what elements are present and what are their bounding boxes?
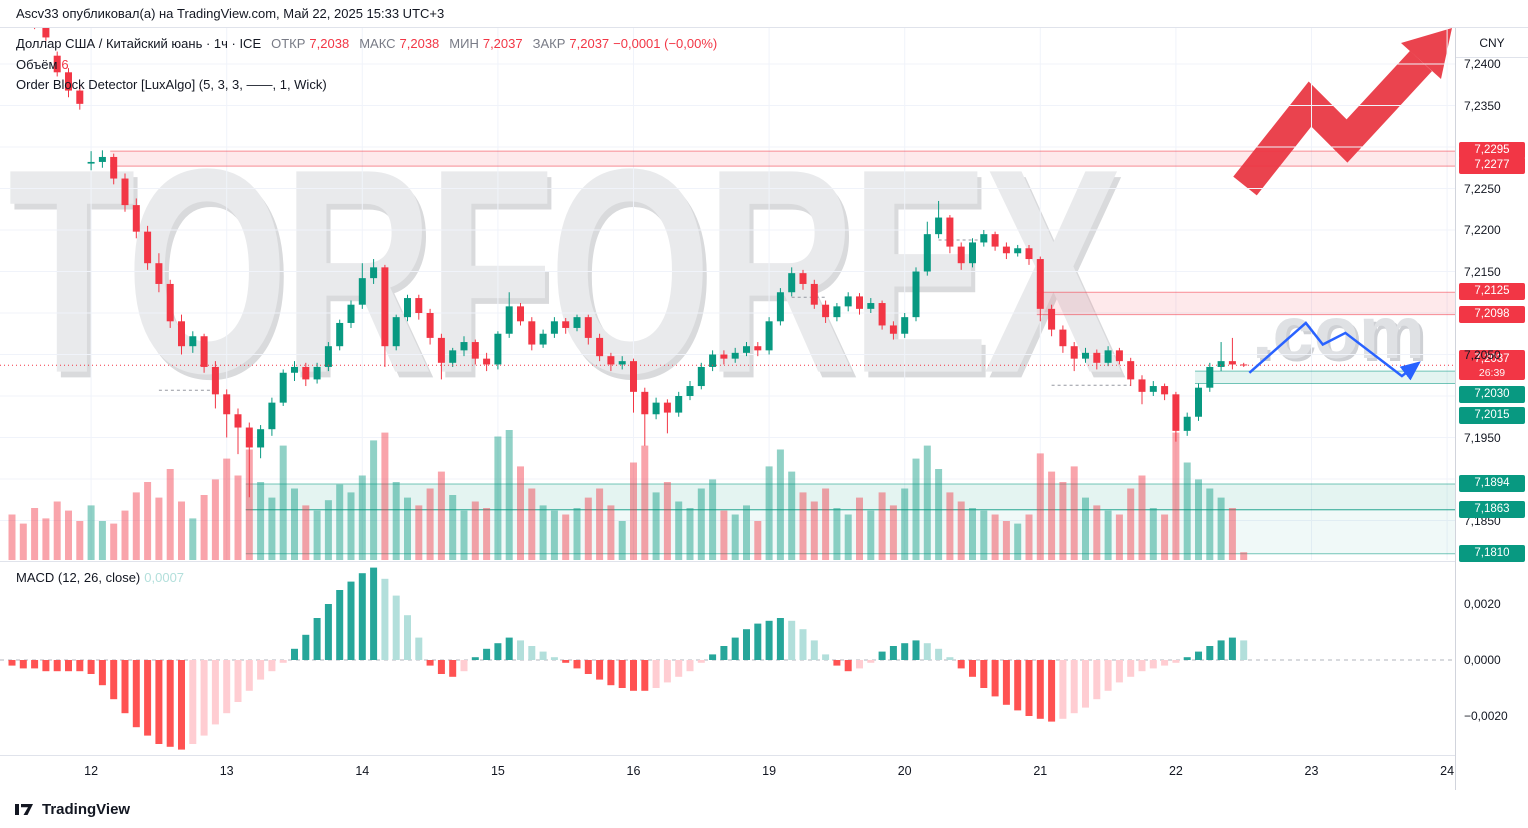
volume-legend-row: Объём 6 <box>16 55 69 73</box>
candlestick-volume-pane[interactable] <box>0 28 1455 560</box>
indicator-name: Order Block Detector [LuxAlgo] (5, 3, 3,… <box>16 76 327 92</box>
open-label: ОТКР <box>271 35 306 51</box>
macd-axis-label: 0,0020 <box>1464 597 1501 611</box>
indicator-legend-row: Order Block Detector [LuxAlgo] (5, 3, 3,… <box>16 75 327 93</box>
price-level-badge: 7,2277 <box>1459 157 1525 175</box>
price-level-badge: 7,2030 <box>1459 386 1525 404</box>
time-axis-label: 21 <box>1033 764 1048 778</box>
price-level-badge: 7,2015 <box>1459 406 1525 424</box>
footer: TradingView <box>0 790 1528 828</box>
tradingview-link[interactable]: TradingView <box>14 801 130 818</box>
time-axis-label: 19 <box>762 764 777 778</box>
publication-text: Ascv33 опубликовал(а) на TradingView.com… <box>16 6 445 21</box>
price-level-badge: 7,2098 <box>1459 305 1525 323</box>
price-level-badge: 7,2125 <box>1459 283 1525 301</box>
high-label: МАКС <box>359 35 396 51</box>
close-value: 7,2037 <box>569 35 610 51</box>
candles-layer <box>34 28 1248 498</box>
macd-value: 0,0007 <box>144 569 185 585</box>
time-axis-label: 22 <box>1168 764 1183 778</box>
macd-histogram <box>8 567 1248 750</box>
price-axis-label: 7,2400 <box>1464 57 1501 71</box>
macd-name: MACD (12, 26, close) <box>16 569 141 585</box>
low-label: МИН <box>449 35 479 51</box>
publication-bar: Ascv33 опубликовал(а) на TradingView.com… <box>0 0 1528 28</box>
price-level-badge: 7,1863 <box>1459 500 1525 518</box>
macd-axis-label: −0,0020 <box>1464 709 1508 723</box>
price-level-badge: 7,1894 <box>1459 474 1525 492</box>
price-axis-label: 7,2150 <box>1464 264 1501 279</box>
time-axis-label: 15 <box>490 764 505 778</box>
price-axis-label: 7,2350 <box>1464 98 1501 113</box>
volume-layer <box>8 430 1248 560</box>
time-axis-label: 20 <box>897 764 912 778</box>
close-label: ЗАКР <box>532 35 566 51</box>
macd-pane[interactable] <box>0 565 1455 755</box>
price-level-badge: 7,1810 <box>1459 544 1525 562</box>
macd-axis-label: 0,0000 <box>1464 653 1501 667</box>
open-value: 7,2038 <box>309 35 350 51</box>
macd-legend-row: MACD (12, 26, close) 0,0007 <box>16 568 184 586</box>
time-axis-label: 14 <box>355 764 370 778</box>
time-axis-label: 24 <box>1440 764 1455 778</box>
price-level-badge: 7,2295 <box>1459 142 1525 160</box>
pane-separator[interactable] <box>0 561 1528 562</box>
volume-label: Объём <box>16 56 58 72</box>
time-axis-separator <box>0 755 1528 756</box>
low-value: 7,2037 <box>482 35 523 51</box>
time-axis-label: 13 <box>219 764 234 778</box>
price-chart[interactable]: TORFOREX .com Доллар США / Китайский юан… <box>0 28 1455 755</box>
symbol-title: Доллар США / Китайский юань · 1ч · ICE <box>16 35 262 51</box>
volume-value: 6 <box>61 56 69 72</box>
bar-countdown: 26:39 <box>1478 367 1506 380</box>
high-value: 7,2038 <box>399 35 440 51</box>
price-axis-label: 7,2200 <box>1464 223 1501 237</box>
projection-arrow-annotation[interactable] <box>1248 321 1421 381</box>
currency-code: CNY <box>1479 35 1505 50</box>
current-price-badge: 7,2037 26:39 <box>1459 350 1525 381</box>
price-axis-label: 7,1950 <box>1464 430 1501 445</box>
watermark-suffix: .com <box>1252 291 1425 374</box>
order-blocks-layer <box>110 150 1455 555</box>
price-axis-label: 7,2250 <box>1464 181 1501 196</box>
price-axis[interactable]: CNY 7,2037 26:39 7,2400 7,2350 7,2250 7,220… <box>1455 28 1528 790</box>
brand-name: TradingView <box>42 800 131 818</box>
tradingview-logo-icon <box>15 803 33 815</box>
current-price-value: 7,2037 <box>1474 353 1510 366</box>
currency-label: CNY <box>1456 28 1528 58</box>
watermark-arrow-icon <box>1233 28 1452 196</box>
change-value: −0,0001 (−0,00%) <box>613 35 718 51</box>
time-axis-label: 23 <box>1304 764 1319 778</box>
symbol-legend-row: Доллар США / Китайский юань · 1ч · ICE О… <box>16 34 717 52</box>
time-axis-label: 16 <box>626 764 641 778</box>
price-axis-label: 7,2050 <box>1464 347 1501 362</box>
time-axis-label: 12 <box>84 764 99 778</box>
time-axis[interactable]: 12 13 14 15 16 19 20 21 22 23 24 <box>0 756 1455 790</box>
